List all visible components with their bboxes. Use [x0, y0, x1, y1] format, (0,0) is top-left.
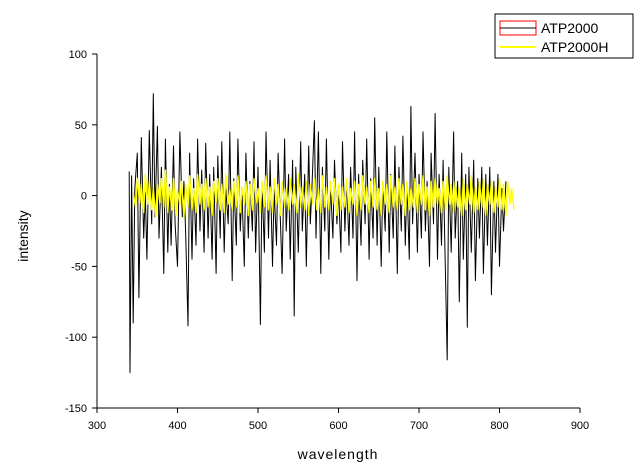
y-tick-label: 100 [69, 49, 87, 61]
x-tick-label: 400 [168, 420, 186, 432]
x-tick-label: 500 [249, 420, 267, 432]
y-tick-label: 0 [81, 191, 87, 203]
x-tick-label: 900 [571, 420, 589, 432]
y-tick-label: 50 [75, 120, 87, 132]
x-tick-label: 600 [329, 420, 347, 432]
y-tick-label: -100 [65, 332, 87, 344]
x-tick-label: 300 [88, 420, 106, 432]
x-tick-label: 800 [490, 420, 508, 432]
legend-label-atp2000: ATP2000 [541, 20, 599, 36]
x-axis-title: wavelength [297, 446, 379, 462]
x-ticks: 300 400 500 600 700 800 900 [88, 408, 589, 432]
legend: ATP2000 ATP2000H [494, 13, 634, 59]
y-axis-title: intensity [15, 210, 31, 261]
y-tick-label: -50 [71, 261, 87, 273]
legend-label-atp2000h: ATP2000H [541, 39, 608, 55]
series-line-atp2000h [132, 169, 515, 220]
y-ticks: -150 -100 -50 0 50 100 [65, 49, 97, 415]
x-tick-label: 700 [410, 420, 428, 432]
y-tick-label: -150 [65, 403, 87, 415]
series-layer [128, 93, 515, 374]
